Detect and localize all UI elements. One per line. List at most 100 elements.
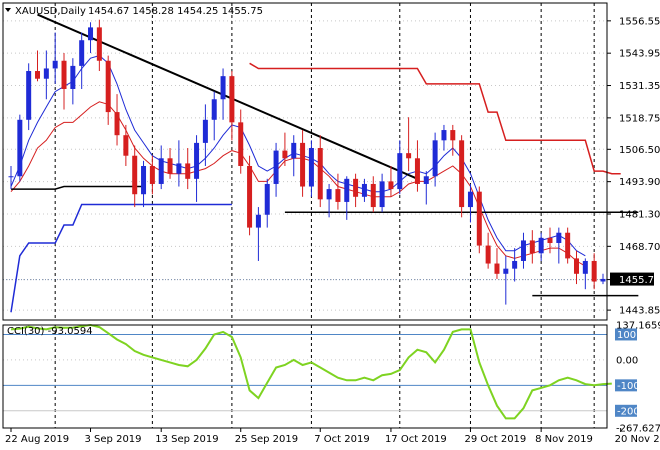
bull-candle xyxy=(141,160,147,208)
candle-body xyxy=(79,40,85,66)
candle-body xyxy=(211,99,217,120)
chart-header: XAUUSD,Daily 1454.67 1458.28 1454.25 145… xyxy=(5,6,263,17)
trendline xyxy=(37,13,418,180)
candle-body xyxy=(529,240,535,254)
bull-candle xyxy=(202,104,208,166)
candle-body xyxy=(202,119,208,143)
bear-candle xyxy=(414,140,420,192)
blue-step-line xyxy=(10,203,232,313)
candle-body xyxy=(61,60,67,89)
bull-candle xyxy=(264,178,270,228)
candle-body xyxy=(8,176,14,178)
bear-candle xyxy=(149,155,155,195)
candle-body xyxy=(335,189,341,202)
candle-body xyxy=(88,27,94,41)
price-tick-label: 1481.30 xyxy=(619,209,660,220)
bull-candle xyxy=(600,273,606,285)
candle-body xyxy=(141,165,147,195)
price-tick-label: 1556.55 xyxy=(619,16,660,27)
candle-body xyxy=(450,130,456,141)
candle-body xyxy=(238,122,244,166)
price-tick-label: 1493.90 xyxy=(619,177,660,188)
price-tick-label: 1543.95 xyxy=(619,49,660,60)
candle-body xyxy=(556,232,562,243)
candle-body xyxy=(388,181,394,190)
candle-body xyxy=(255,214,261,228)
candle-body xyxy=(158,158,164,184)
time-tick-label: 13 Sep 2019 xyxy=(155,434,218,445)
bear-candle xyxy=(370,176,376,213)
cci-tick-label: 100 xyxy=(617,330,636,341)
candle-body xyxy=(344,178,350,202)
candle-body xyxy=(600,278,606,282)
bull-candle xyxy=(273,142,279,197)
candle-body xyxy=(185,163,191,179)
bull-candle xyxy=(158,145,164,190)
candle-body xyxy=(43,68,49,79)
cci-tick-label: 137.1659 xyxy=(616,321,660,332)
bull-candle xyxy=(467,183,473,223)
bull-candle xyxy=(423,171,429,205)
candle-body xyxy=(70,65,76,89)
candle-body xyxy=(414,158,420,184)
candle-body xyxy=(459,140,465,208)
bear-candle xyxy=(123,124,129,166)
candle-body xyxy=(582,260,588,274)
candle-body xyxy=(264,183,270,215)
candle-body xyxy=(317,148,323,200)
bear-candle xyxy=(494,248,500,279)
cci-tick-label: -267.627 xyxy=(616,424,660,435)
bull-candle xyxy=(220,68,226,120)
candle-body xyxy=(432,140,438,177)
black-support-line xyxy=(11,185,144,190)
candle-body xyxy=(123,135,129,156)
candle-body xyxy=(397,153,403,190)
candle-body xyxy=(370,183,376,208)
bear-candle xyxy=(167,148,173,179)
candle-body xyxy=(591,260,597,282)
candle-body xyxy=(132,155,138,195)
bear-candle xyxy=(529,230,535,264)
bear-candle xyxy=(459,135,465,218)
bull-candle xyxy=(17,114,23,182)
candles xyxy=(8,19,606,305)
candle-body xyxy=(512,260,518,269)
bear-candle xyxy=(114,94,120,146)
candle-body xyxy=(105,60,111,113)
candle-body xyxy=(96,27,102,61)
bull-candle xyxy=(291,135,297,177)
candle-body xyxy=(300,142,306,187)
price-tick-label: 1455.75 xyxy=(619,275,660,286)
bull-candle xyxy=(326,183,332,218)
cci-level-badge xyxy=(615,404,637,417)
candle-body xyxy=(176,163,182,174)
candle-body xyxy=(441,130,447,141)
bull-candle xyxy=(8,165,14,190)
candle-body xyxy=(167,158,173,174)
red-step-line xyxy=(249,62,621,175)
candle-body xyxy=(17,119,23,177)
bull-candle xyxy=(512,248,518,282)
candle-body xyxy=(467,191,473,208)
time-tick-label: 20 Nov 2019 xyxy=(615,434,660,445)
bear-candle xyxy=(185,148,191,190)
bull-candle xyxy=(582,258,588,290)
time-axis: 22 Aug 2019 3 Sep 2019 13 Sep 2019 25 Sep 2… xyxy=(5,428,660,445)
bear-candle xyxy=(35,50,41,82)
cci-line xyxy=(10,323,612,420)
time-tick-label: 8 Nov 2019 xyxy=(535,434,593,445)
bull-candle xyxy=(308,140,314,197)
current-price-badge xyxy=(610,272,654,286)
time-tick-label: 22 Aug 2019 xyxy=(5,434,69,445)
menu-arrow-icon[interactable] xyxy=(5,8,11,12)
cci-tick-label: 0.00 xyxy=(616,355,638,366)
candle-body xyxy=(52,60,58,69)
bull-candle xyxy=(503,255,509,305)
candle-body xyxy=(273,150,279,184)
cci-level-badge xyxy=(615,379,637,392)
price-tick-label: 1443.85 xyxy=(619,306,660,317)
candle-body xyxy=(220,76,226,100)
candle-body xyxy=(476,191,482,246)
candle-body xyxy=(406,153,412,159)
